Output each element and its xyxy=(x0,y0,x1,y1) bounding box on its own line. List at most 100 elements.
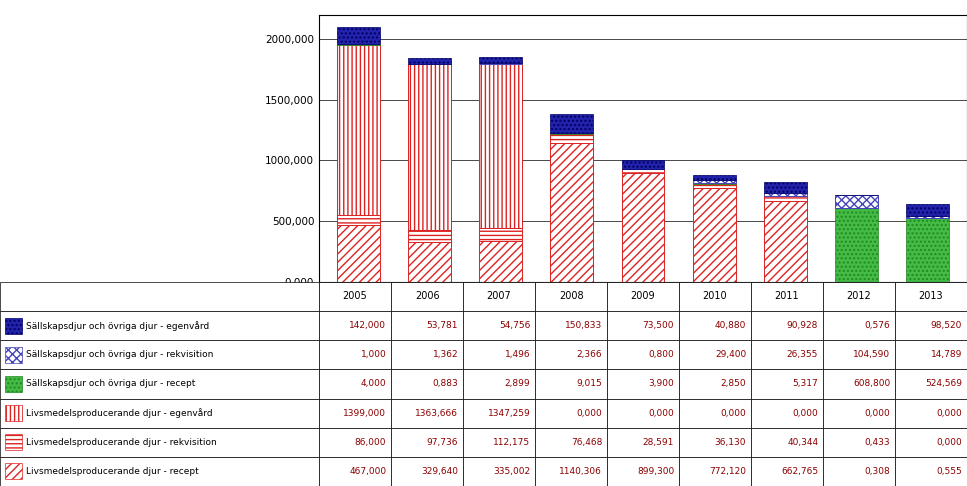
Text: 329,640: 329,640 xyxy=(422,467,458,476)
Text: 1,000: 1,000 xyxy=(361,350,386,359)
Text: 1,496: 1,496 xyxy=(505,350,530,359)
Bar xyxy=(895,457,967,486)
Bar xyxy=(823,311,895,340)
Bar xyxy=(319,282,391,311)
Bar xyxy=(5,318,22,333)
Bar xyxy=(0,399,319,428)
Bar xyxy=(319,340,391,369)
Bar xyxy=(679,311,751,340)
Bar xyxy=(0,457,319,486)
Bar xyxy=(764,196,806,201)
Text: 0,308: 0,308 xyxy=(864,467,891,476)
Text: 73,500: 73,500 xyxy=(643,321,674,330)
Bar xyxy=(319,428,391,457)
Text: 335,002: 335,002 xyxy=(493,467,530,476)
Bar xyxy=(337,215,380,225)
Text: Sällskapsdjur och övriga djur - egenvård: Sällskapsdjur och övriga djur - egenvård xyxy=(26,321,210,330)
Bar xyxy=(751,311,823,340)
Bar xyxy=(607,311,679,340)
Bar xyxy=(480,64,522,227)
Text: Livsmedelsproducerande djur - egenvård: Livsmedelsproducerande djur - egenvård xyxy=(26,408,213,418)
Text: 2009: 2009 xyxy=(630,292,656,301)
Text: 0,800: 0,800 xyxy=(649,350,674,359)
Bar xyxy=(550,134,593,143)
Text: 2008: 2008 xyxy=(559,292,583,301)
Bar xyxy=(463,369,535,399)
Bar xyxy=(607,282,679,311)
Bar xyxy=(463,428,535,457)
Text: 98,520: 98,520 xyxy=(931,321,962,330)
Text: 662,765: 662,765 xyxy=(781,467,818,476)
Bar xyxy=(679,340,751,369)
Text: 2006: 2006 xyxy=(415,292,439,301)
Text: 899,300: 899,300 xyxy=(637,467,674,476)
Bar xyxy=(0,282,319,311)
Text: 0,576: 0,576 xyxy=(864,321,891,330)
Bar xyxy=(823,282,895,311)
Text: 2005: 2005 xyxy=(342,292,367,301)
Bar xyxy=(823,369,895,399)
Bar xyxy=(679,428,751,457)
Bar xyxy=(906,218,950,282)
Bar xyxy=(391,282,463,311)
Text: 0,000: 0,000 xyxy=(936,438,962,447)
Bar xyxy=(535,428,607,457)
Bar xyxy=(751,399,823,428)
Bar xyxy=(5,464,22,479)
Text: 1347,259: 1347,259 xyxy=(487,409,530,417)
Bar xyxy=(751,428,823,457)
Bar xyxy=(337,44,380,45)
Bar xyxy=(693,184,736,188)
Text: 36,130: 36,130 xyxy=(715,438,747,447)
Text: 772,120: 772,120 xyxy=(709,467,747,476)
Bar xyxy=(622,173,664,282)
Bar xyxy=(408,64,451,230)
Bar xyxy=(463,457,535,486)
Text: 2,850: 2,850 xyxy=(720,380,747,388)
Text: 467,000: 467,000 xyxy=(349,467,386,476)
Text: 0,555: 0,555 xyxy=(936,467,962,476)
Bar xyxy=(751,340,823,369)
Bar xyxy=(823,340,895,369)
Bar xyxy=(895,428,967,457)
Bar xyxy=(535,311,607,340)
Text: 26,355: 26,355 xyxy=(787,350,818,359)
Bar xyxy=(480,57,522,63)
Bar xyxy=(463,340,535,369)
Text: 0,000: 0,000 xyxy=(936,409,962,417)
Bar xyxy=(607,457,679,486)
Bar xyxy=(906,205,950,216)
Text: 2013: 2013 xyxy=(919,292,944,301)
Bar xyxy=(535,282,607,311)
Bar xyxy=(823,399,895,428)
Bar xyxy=(391,399,463,428)
Text: 86,000: 86,000 xyxy=(355,438,386,447)
Text: 0,883: 0,883 xyxy=(432,380,458,388)
Text: 2011: 2011 xyxy=(775,292,800,301)
Bar xyxy=(408,242,451,282)
Text: Livsmedelsproducerande djur - recept: Livsmedelsproducerande djur - recept xyxy=(26,467,199,476)
Bar xyxy=(764,201,806,282)
Bar xyxy=(693,180,736,183)
Bar xyxy=(337,27,380,44)
Bar xyxy=(835,208,878,282)
Bar xyxy=(0,311,319,340)
Bar xyxy=(895,399,967,428)
Bar xyxy=(319,369,391,399)
Bar xyxy=(391,369,463,399)
Bar xyxy=(679,282,751,311)
Text: 104,590: 104,590 xyxy=(853,350,891,359)
Bar xyxy=(408,57,451,64)
Bar xyxy=(5,405,22,421)
Bar xyxy=(607,399,679,428)
Bar xyxy=(0,340,319,369)
Text: 0,000: 0,000 xyxy=(864,409,891,417)
Text: 608,800: 608,800 xyxy=(853,380,891,388)
Bar xyxy=(764,192,806,196)
Text: 54,756: 54,756 xyxy=(499,321,530,330)
Text: 1363,666: 1363,666 xyxy=(415,409,458,417)
Bar xyxy=(895,282,967,311)
Bar xyxy=(463,282,535,311)
Text: 0,000: 0,000 xyxy=(576,409,602,417)
Bar xyxy=(906,216,950,218)
